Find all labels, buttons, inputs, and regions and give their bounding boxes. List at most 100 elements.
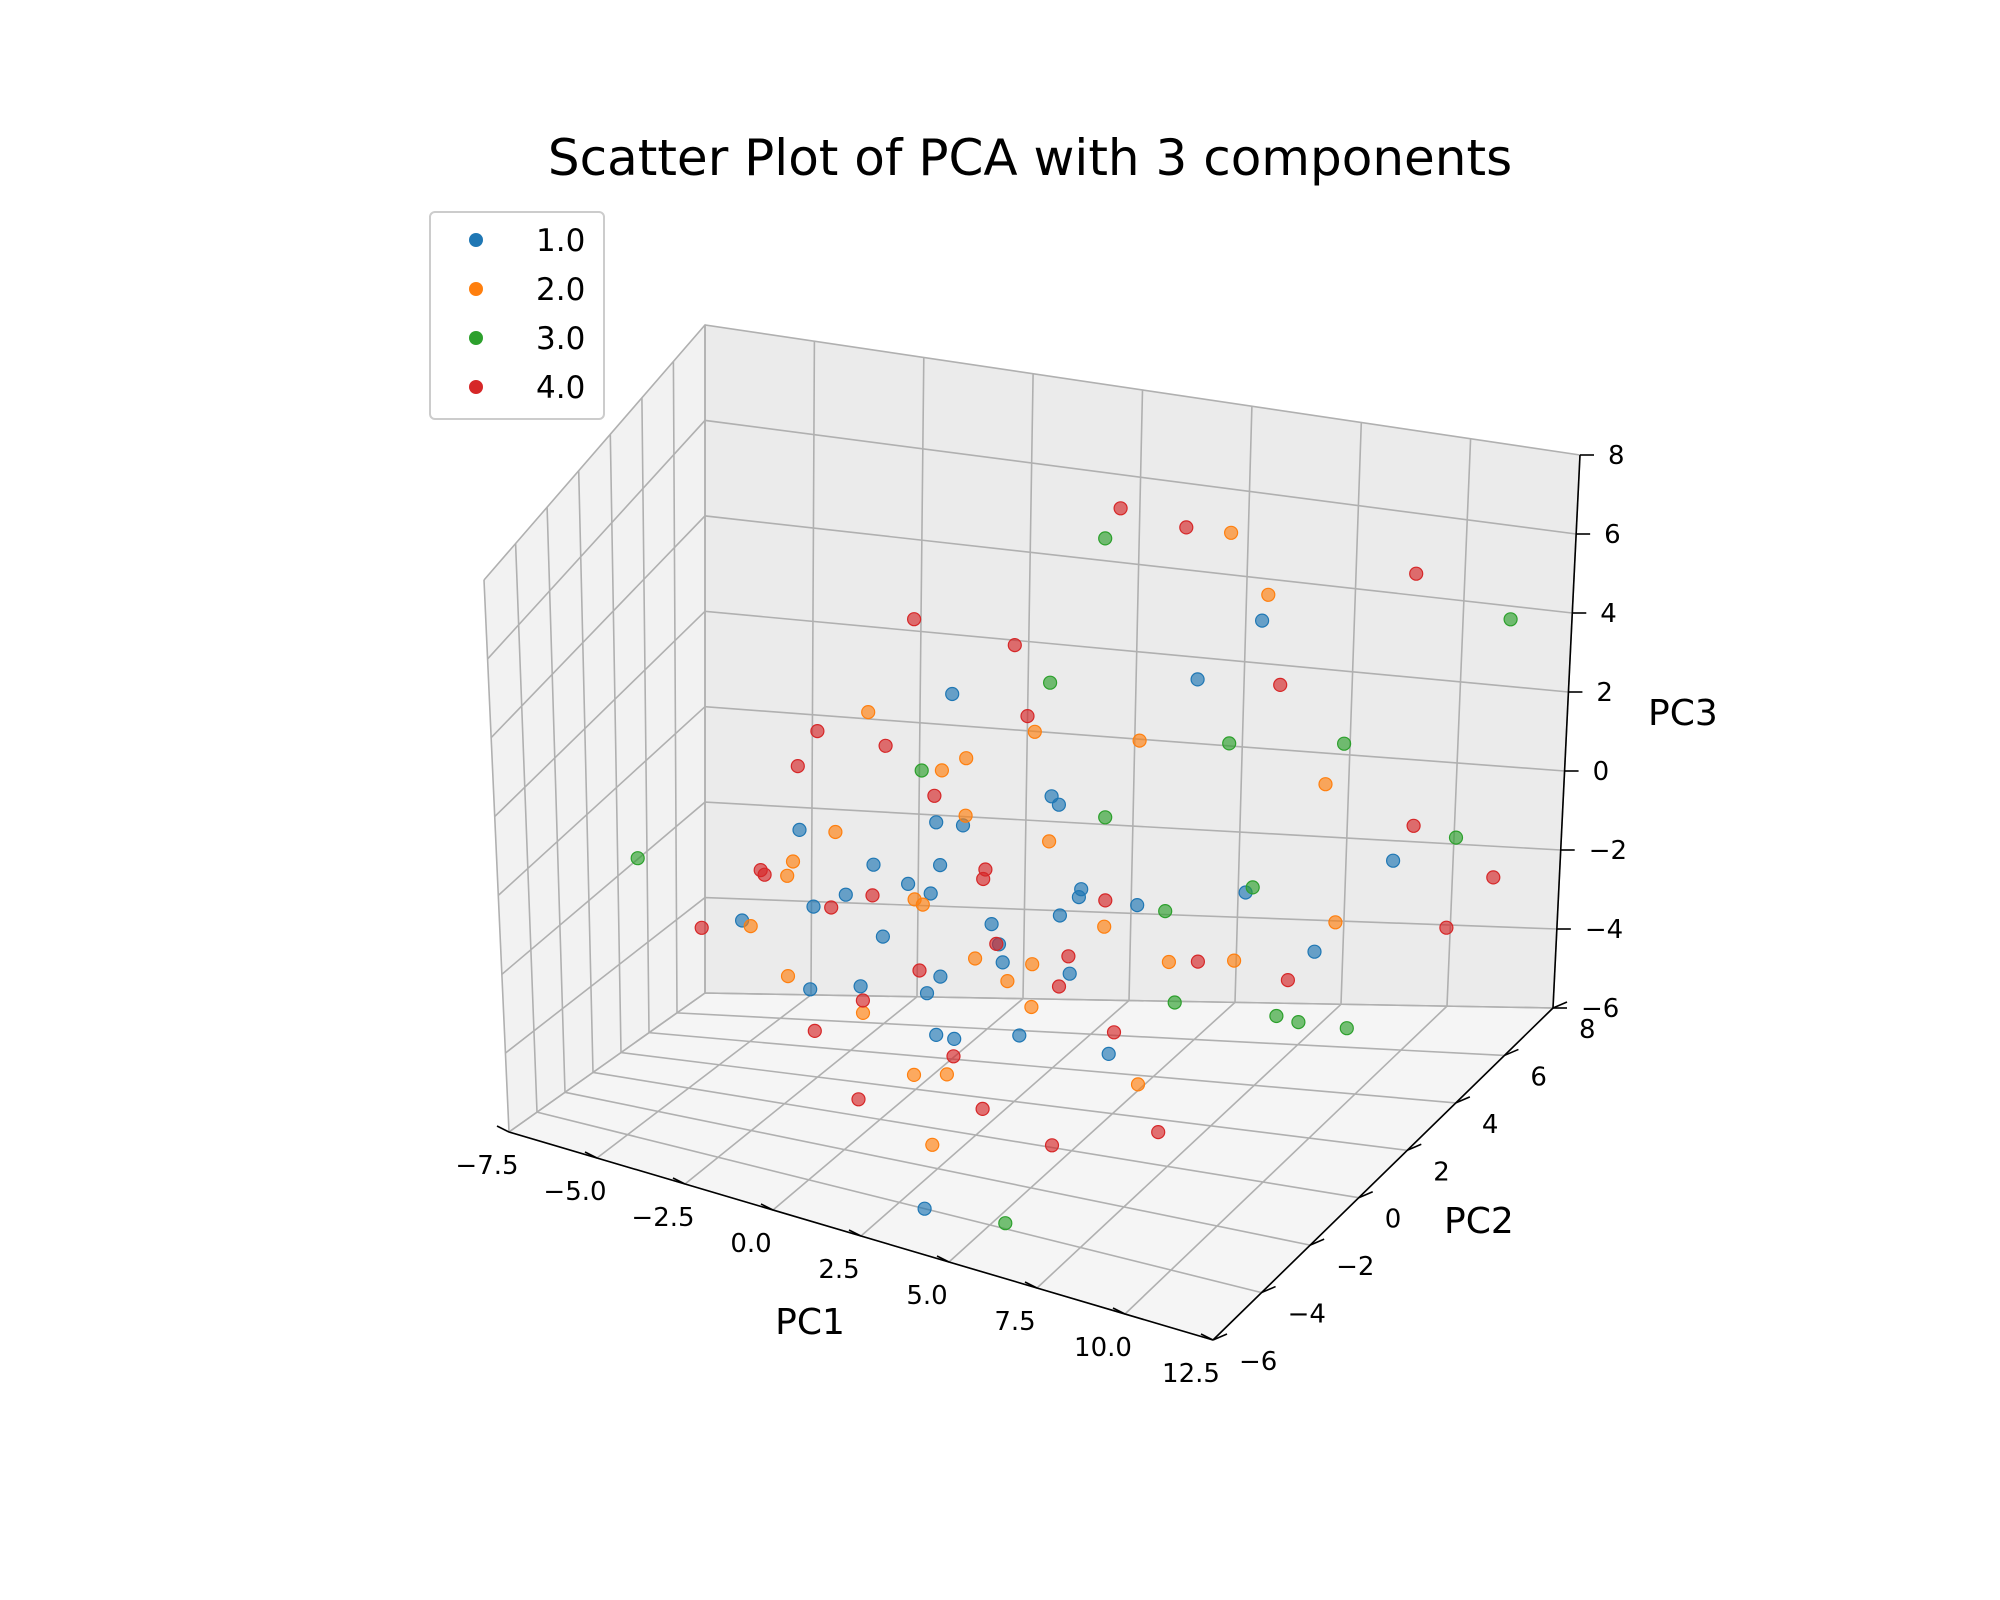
point-series-4 (975, 1101, 990, 1117)
point-series-3 (1448, 830, 1464, 845)
point-series-3 (1503, 612, 1518, 627)
point-series-4 (976, 871, 991, 887)
x-tick-label: 2.5 (818, 1255, 859, 1285)
y-tick-label: 6 (1530, 1062, 1547, 1092)
left-pane (483, 323, 706, 1133)
point-series-2 (1000, 973, 1015, 989)
point-series-1 (792, 822, 807, 838)
z-gridline (501, 801, 1561, 975)
y-tick (1504, 1048, 1519, 1057)
point-series-2 (1261, 587, 1276, 602)
point-series-4 (807, 1023, 822, 1039)
point-series-2 (1041, 834, 1057, 849)
point-series-1 (995, 955, 1010, 970)
point-series-4 (912, 963, 927, 978)
point-series-1 (932, 857, 948, 873)
z-tick-label: 6 (1604, 520, 1621, 550)
y-tick (1455, 1096, 1471, 1104)
x-tick-label: 5.0 (906, 1281, 947, 1311)
floor-pane (507, 992, 1555, 1341)
point-series-4 (1406, 818, 1421, 833)
z-tick-label: 8 (1608, 441, 1625, 471)
point-series-1 (1012, 1028, 1027, 1043)
x-tick (496, 1125, 510, 1133)
point-series-2 (1226, 953, 1242, 968)
point-series-3 (1042, 675, 1058, 690)
point-series-2 (1130, 1077, 1146, 1092)
point-series-1 (917, 1201, 932, 1216)
point-series-4 (1486, 870, 1501, 885)
z-tick-label: −6 (1581, 994, 1619, 1024)
point-series-4 (1439, 920, 1454, 935)
z-gridline (508, 992, 1554, 1133)
x-tick (672, 1177, 686, 1185)
point-series-1 (1052, 908, 1068, 923)
point-series-4 (1409, 566, 1424, 581)
y-tick-label: −4 (1288, 1300, 1326, 1330)
point-series-1 (806, 899, 821, 914)
point-series-2 (1318, 777, 1333, 792)
point-series-4 (1113, 501, 1128, 516)
point-series-3 (1269, 1008, 1284, 1024)
point-series-1 (947, 1031, 962, 1047)
y-tick-label: 4 (1482, 1110, 1499, 1140)
grid (483, 324, 1581, 1341)
point-series-2 (967, 951, 983, 966)
point-series-1 (945, 686, 960, 702)
point-series-4 (1179, 520, 1194, 535)
y-tick (1406, 1143, 1422, 1152)
point-series-3 (914, 763, 929, 778)
point-series-4 (851, 1092, 866, 1107)
point-series-3 (1098, 810, 1113, 825)
z-tick-label: 4 (1600, 599, 1617, 629)
x-tick (1200, 1333, 1214, 1341)
x-tick-label: −2.5 (631, 1203, 694, 1233)
z-tick-label: 0 (1593, 757, 1610, 787)
point-series-2 (1027, 724, 1042, 739)
point-series-4 (1061, 949, 1076, 964)
point-series-1 (1130, 897, 1145, 913)
point-series-4 (694, 920, 709, 935)
point-series-2 (959, 751, 974, 766)
point-series-2 (855, 1005, 871, 1021)
point-series-1 (1307, 944, 1322, 959)
point-series-4 (1051, 979, 1067, 994)
point-series-4 (1273, 677, 1288, 693)
point-series-2 (925, 1137, 940, 1152)
point-series-3 (630, 851, 645, 866)
point-series-3 (1167, 995, 1182, 1010)
point-series-3 (1336, 736, 1352, 751)
point-series-3 (1098, 531, 1113, 546)
legend-marker-3 (469, 331, 483, 345)
z-tick-label: 2 (1596, 678, 1613, 708)
point-series-4 (989, 936, 1004, 952)
x-tick (848, 1229, 862, 1237)
point-series-4 (906, 612, 922, 627)
point-series-1 (866, 857, 881, 872)
point-series-1 (929, 815, 944, 830)
z-axis-label: PC3 (1648, 693, 1718, 734)
legend-marker-2 (469, 282, 483, 296)
point-series-1 (900, 876, 916, 892)
x-tick-label: 10.0 (1074, 1333, 1132, 1363)
point-series-1 (838, 887, 853, 902)
z-tick-label: −4 (1585, 915, 1623, 945)
point-series-2 (906, 1067, 922, 1083)
legend-box (429, 211, 605, 420)
point-series-1 (1101, 1046, 1116, 1062)
x-tick (760, 1203, 774, 1211)
point-series-2 (1024, 999, 1039, 1015)
legend-marker-4 (469, 380, 483, 394)
legend-marker-1 (469, 233, 483, 247)
y-tick (1309, 1238, 1325, 1246)
point-series-3 (1339, 1021, 1354, 1036)
point-series-4 (855, 993, 871, 1008)
x-tick (1112, 1307, 1126, 1315)
y-tick-label: 2 (1433, 1157, 1450, 1187)
point-series-3 (998, 1216, 1013, 1231)
point-series-2 (1025, 957, 1040, 972)
legend: 1.0 2.0 3.0 4.0 (429, 211, 605, 420)
point-series-1 (1190, 672, 1205, 687)
point-series-1 (875, 929, 891, 944)
